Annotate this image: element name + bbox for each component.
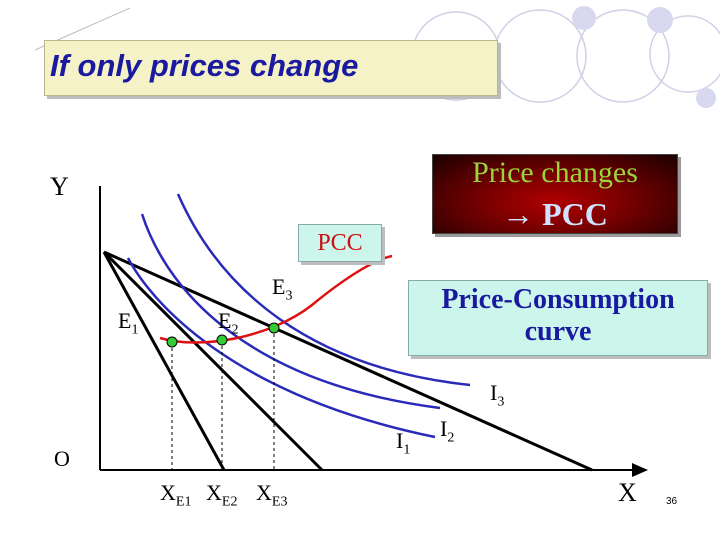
x-axis-label: X <box>618 478 637 507</box>
decor-dot <box>696 88 716 108</box>
origin-label: O <box>54 446 70 471</box>
decor-dot <box>572 6 596 30</box>
label-e2: E2 <box>218 308 238 338</box>
label-i3-sub: 3 <box>497 394 505 410</box>
label-e3: E3 <box>272 274 292 304</box>
price-changes-line2: → PCC <box>502 196 608 232</box>
point-e2 <box>216 334 228 346</box>
indifference-curve-1 <box>126 257 436 439</box>
label-e2-sub: 2 <box>231 322 239 338</box>
label-i1-main: I <box>396 428 404 453</box>
label-e1: E1 <box>118 308 138 338</box>
label-i2: I2 <box>440 416 454 446</box>
tick-xe2-sub: E2 <box>221 494 238 510</box>
x-axis-arrow <box>632 463 648 477</box>
decorative-filled-circles <box>572 6 716 108</box>
label-i2-sub: 2 <box>447 430 455 446</box>
budget-line-2 <box>102 250 324 472</box>
pcc-curve <box>159 254 393 344</box>
indifference-curve-3 <box>176 193 471 387</box>
decor-circle <box>493 9 587 103</box>
tick-xe3: XE3 <box>256 480 287 510</box>
indifference-curve-2 <box>140 213 441 410</box>
label-i1-sub: 1 <box>403 442 411 458</box>
equilibrium-points <box>166 322 280 348</box>
label-e1-main: E <box>118 308 132 333</box>
definition-box <box>408 280 708 356</box>
tick-xe2-main: X <box>206 480 222 505</box>
tick-xe1: XE1 <box>160 480 191 510</box>
drop-lines <box>171 328 275 470</box>
y-axis-label: Y <box>50 172 69 201</box>
point-e3 <box>268 322 280 334</box>
tick-xe3-main: X <box>256 480 272 505</box>
tick-xe1-main: X <box>160 480 176 505</box>
label-e1-sub: 1 <box>131 322 139 338</box>
decor-circle <box>649 15 720 93</box>
price-changes-box <box>432 154 678 234</box>
budget-line-3 <box>103 250 593 472</box>
tick-xe1-sub: E1 <box>175 494 192 510</box>
budget-lines <box>102 250 593 472</box>
page-number: 36 <box>666 496 678 507</box>
label-i2-main: I <box>440 416 448 441</box>
label-e3-main: E <box>272 274 286 299</box>
tick-xe2: XE2 <box>206 480 237 510</box>
tick-xe3-sub: E3 <box>271 494 288 510</box>
decor-dot <box>647 7 673 33</box>
pcc-label-box: PCC <box>298 224 382 262</box>
price-changes-line1: Price changes <box>472 156 638 189</box>
label-e3-sub: 3 <box>285 288 293 304</box>
label-e2-main: E <box>218 308 232 333</box>
slide-title: If only prices change <box>50 48 359 83</box>
point-e1 <box>166 336 178 348</box>
label-i3: I3 <box>490 380 504 410</box>
label-i3-main: I <box>490 380 498 405</box>
definition-line2: curve <box>524 316 592 347</box>
decor-circle <box>576 9 670 103</box>
title-box <box>44 40 498 96</box>
definition-line1: Price-Consumption <box>441 284 675 315</box>
label-i1: I1 <box>396 428 410 458</box>
indifference-curves <box>126 193 471 439</box>
budget-line-1 <box>102 251 226 471</box>
